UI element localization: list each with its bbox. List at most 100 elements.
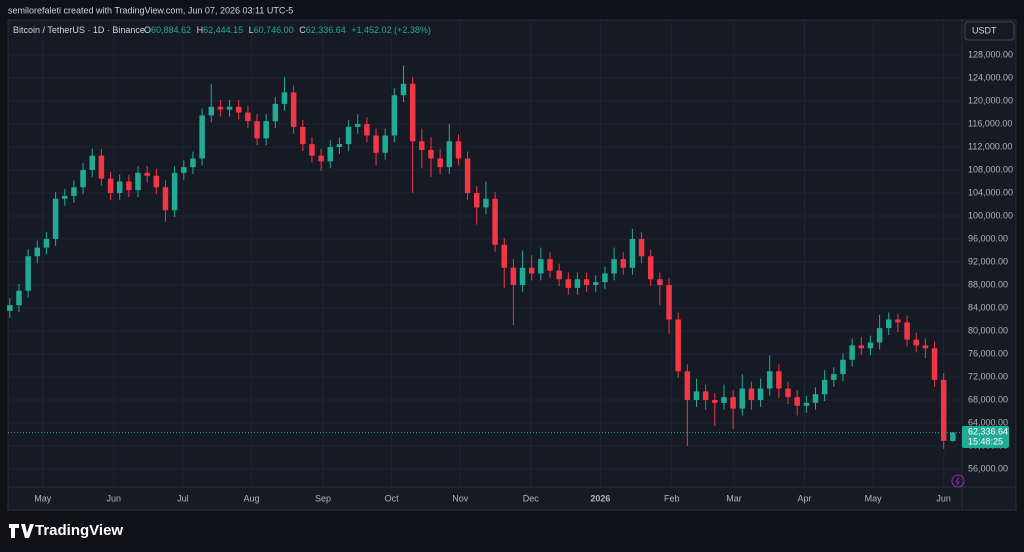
candle-body — [876, 328, 883, 343]
candle-body — [281, 92, 288, 104]
candle-body — [190, 158, 196, 168]
candle-body — [419, 141, 425, 150]
candle-body — [409, 83, 416, 142]
high-label: H — [197, 25, 204, 35]
y-tick-label: 76,000.00 — [968, 348, 1008, 358]
candle-body — [684, 371, 691, 401]
candle-body — [235, 106, 242, 113]
candle-body — [52, 198, 59, 240]
y-tick-label: 80,000.00 — [968, 325, 1008, 335]
candle-body — [226, 106, 233, 110]
y-tick-label: 88,000.00 — [968, 279, 1008, 289]
events-bolt — [955, 476, 960, 486]
candle-body — [272, 103, 279, 122]
candle-body — [565, 279, 572, 288]
candle-body — [373, 135, 379, 153]
candle-body — [858, 345, 865, 349]
y-tick-label: 96,000.00 — [968, 233, 1008, 243]
candle-body — [593, 282, 599, 286]
candle-body — [547, 259, 553, 271]
candle-body — [336, 144, 343, 148]
y-tick-label: 108,000.00 — [968, 164, 1013, 174]
candle-body — [254, 121, 260, 139]
candle-body — [629, 239, 636, 268]
close-label: C — [299, 25, 306, 35]
x-tick-label: Dec — [523, 493, 540, 503]
candle-body — [107, 178, 114, 194]
candle-body — [171, 172, 178, 211]
change-value: +1,452.02 (+2.38%) — [351, 25, 431, 35]
candle-body — [693, 391, 700, 401]
candle-body — [922, 345, 929, 349]
x-tick-label: Apr — [798, 493, 812, 503]
events-icon[interactable] — [951, 474, 965, 488]
candle-body — [245, 112, 251, 122]
x-tick-label: Jun — [936, 493, 951, 503]
candle-body — [528, 267, 535, 274]
candle-body — [345, 126, 352, 145]
candle-body — [354, 124, 361, 127]
candle-body — [702, 391, 709, 401]
candle-body — [602, 273, 608, 283]
candle-body — [812, 394, 819, 403]
candle-body — [712, 400, 718, 403]
candle-body — [611, 259, 617, 274]
candle-body — [849, 345, 855, 360]
candle-body — [483, 198, 489, 208]
x-tick-label: Oct — [385, 493, 400, 503]
candle-body — [208, 106, 214, 116]
candle-body — [940, 379, 947, 441]
candle-body — [43, 239, 50, 248]
candle-body — [950, 432, 956, 441]
candle-body — [428, 149, 434, 159]
candle-body — [913, 339, 919, 346]
price-tag-countdown: 15:48:25 — [968, 436, 1003, 446]
candle-body — [364, 124, 370, 136]
candle-body — [309, 144, 315, 156]
y-tick-label: 84,000.00 — [968, 302, 1008, 312]
x-tick-label: 2026 — [590, 493, 610, 503]
x-tick-label: Jun — [106, 493, 121, 503]
candle-body — [840, 359, 846, 375]
candle-body — [757, 388, 764, 401]
brand-logo — [9, 524, 34, 538]
x-tick-label: Feb — [664, 493, 680, 503]
y-tick-label: 56,000.00 — [968, 463, 1008, 473]
y-tick-label: 92,000.00 — [968, 256, 1008, 266]
price-tag — [962, 426, 1009, 448]
candle-body — [538, 259, 544, 274]
credit-text: semilorefaleti created with TradingView.… — [8, 5, 293, 15]
candle-body — [766, 371, 773, 389]
currency-button[interactable] — [964, 21, 1015, 41]
candle-body — [116, 181, 123, 194]
x-tick-label: Mar — [726, 493, 742, 503]
candle-body — [501, 244, 507, 268]
candle-body — [181, 167, 187, 173]
price-tag-price: 62,336.64 — [968, 426, 1008, 436]
candle-body — [400, 83, 407, 96]
x-tick-label: Nov — [452, 493, 469, 503]
candle-body — [730, 397, 736, 409]
candle-body — [666, 285, 672, 320]
candle-body — [71, 187, 77, 196]
x-tick-label: May — [865, 493, 883, 503]
candle-body — [437, 158, 443, 168]
candle-body — [327, 147, 334, 162]
currency-label[interactable]: USDT — [972, 25, 997, 35]
candle-body — [89, 155, 95, 171]
low-label: L — [249, 25, 254, 35]
candle-body — [748, 388, 755, 401]
candle-body — [904, 322, 910, 340]
y-tick-label: 128,000.00 — [968, 49, 1013, 59]
candle-body — [931, 348, 938, 380]
candle-body — [34, 247, 41, 257]
candle-body — [739, 388, 746, 409]
candle-body — [886, 319, 892, 329]
y-tick-label: 100,000.00 — [968, 210, 1013, 220]
candle-body — [446, 141, 453, 168]
candle-body — [464, 158, 471, 194]
candle-body — [290, 92, 297, 127]
candle-body — [583, 279, 590, 286]
x-tick-label: May — [34, 493, 52, 503]
